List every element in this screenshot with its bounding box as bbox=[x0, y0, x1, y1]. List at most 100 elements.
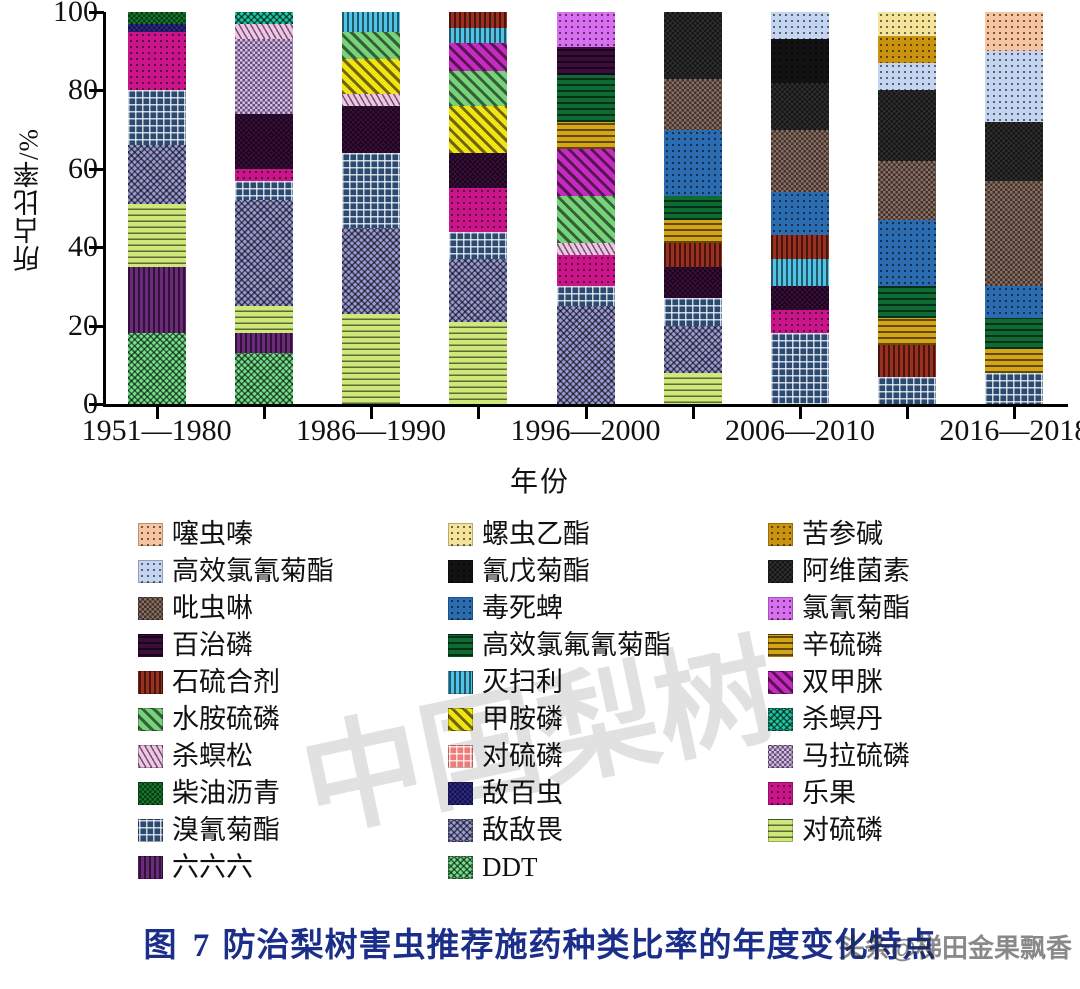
bar-segment-噻虫嗪 bbox=[985, 12, 1044, 52]
legend-column-3: 苦参碱 阿维菌素 氯氰菊酯辛硫磷 双甲脒 杀螟丹马拉硫磷 乐果 对硫磷 bbox=[768, 516, 910, 849]
bar-segment-辛硫磷 bbox=[663, 219, 722, 244]
legend-item[interactable]: 灭扫利 bbox=[448, 664, 671, 701]
legend-label: 水胺硫磷 bbox=[172, 704, 280, 734]
legend-swatch-icon bbox=[448, 745, 473, 768]
legend-label: 高效氯氰菊酯 bbox=[172, 556, 334, 586]
legend-swatch-icon bbox=[768, 671, 793, 694]
legend-item[interactable]: 百治磷 bbox=[138, 627, 334, 664]
bar-segment-乐果 bbox=[234, 168, 293, 181]
legend-label: 毒死蜱 bbox=[482, 593, 563, 623]
bar-1951—1980 bbox=[127, 12, 186, 404]
legend-item[interactable]: 对硫磷 bbox=[448, 738, 671, 775]
legend-item[interactable]: 水胺硫磷 bbox=[138, 701, 334, 738]
bar-segment-水胺硫磷 bbox=[449, 70, 508, 107]
legend-item[interactable]: 噻虫嗪 bbox=[138, 516, 334, 553]
bar-segment-高效氯氟氰菊酯 bbox=[985, 317, 1044, 350]
x-axis-line bbox=[103, 404, 1068, 407]
legend-label: 百治磷 bbox=[172, 630, 253, 660]
bar-segment-溴氰菊酯 bbox=[878, 376, 937, 404]
bar-segment-DDT bbox=[234, 353, 293, 404]
bar-segment-百治磷 bbox=[234, 113, 293, 169]
bar-segment-甲胺磷 bbox=[449, 106, 508, 154]
legend-swatch-icon bbox=[448, 560, 473, 583]
bar-segment-百治磷 bbox=[342, 106, 401, 154]
legend-item[interactable]: 甲胺磷 bbox=[448, 701, 671, 738]
legend-item[interactable]: 对硫磷 bbox=[768, 812, 910, 849]
legend-swatch-icon bbox=[768, 523, 793, 546]
bar-segment-溴氰菊酯 bbox=[127, 90, 186, 146]
legend-item[interactable]: 敌敌畏 bbox=[448, 812, 671, 849]
bar-segment-吡虫啉 bbox=[985, 180, 1044, 287]
legend-swatch-icon bbox=[138, 819, 163, 842]
bar-segment-溴氰菊酯 bbox=[449, 231, 508, 259]
legend-item[interactable]: 高效氯氟氰菊酯 bbox=[448, 627, 671, 664]
legend-item[interactable]: 苦参碱 bbox=[768, 516, 910, 553]
legend-item[interactable]: 溴氰菊酯 bbox=[138, 812, 334, 849]
legend-label: 噻虫嗪 bbox=[172, 519, 253, 549]
bar-segment-螺虫乙酯 bbox=[878, 12, 937, 36]
bar-segment-灭扫利 bbox=[770, 258, 829, 287]
y-tick-mark bbox=[89, 324, 104, 328]
legend-item[interactable]: 六六六 bbox=[138, 849, 334, 886]
x-category-label: 2006—2010 bbox=[724, 414, 875, 447]
bar-segment-乐果 bbox=[770, 309, 829, 334]
legend-column-2: 螺虫乙酯 氰戊菊酯毒死蜱高效氯氟氰菊酯灭扫利 甲胺磷 对硫磷 敌百虫 敌敌畏 DDT bbox=[448, 516, 671, 886]
legend-label: 氯氰菊酯 bbox=[802, 593, 910, 623]
bar-segment-敌敌畏 bbox=[342, 227, 401, 314]
legend-label: 六六六 bbox=[172, 852, 253, 882]
legend-swatch-icon bbox=[448, 856, 473, 879]
legend-item[interactable]: 辛硫磷 bbox=[768, 627, 910, 664]
bar-segment-阿维菌素 bbox=[663, 12, 722, 79]
legend-label: 石硫合剂 bbox=[172, 667, 280, 697]
bar-segment-DDT bbox=[127, 333, 186, 404]
bar-segment-百治磷 bbox=[663, 266, 722, 299]
bar-segment-高效氯氰菊酯 bbox=[770, 12, 829, 40]
bar-segment-溴氰菊酯 bbox=[556, 286, 615, 306]
legend-item[interactable]: 氰戊菊酯 bbox=[448, 553, 671, 590]
legend-item[interactable]: 乐果 bbox=[768, 775, 910, 812]
legend-swatch-icon bbox=[768, 560, 793, 583]
bar-segment-阿维菌素 bbox=[770, 82, 829, 130]
legend-swatch-icon bbox=[768, 634, 793, 657]
bar-segment-敌敌畏 bbox=[556, 306, 615, 404]
legend-item[interactable]: 柴油沥青 bbox=[138, 775, 334, 812]
bar-segment-阿维菌素 bbox=[878, 90, 937, 161]
legend-item[interactable]: 杀螟丹 bbox=[768, 701, 910, 738]
x-tick-mark bbox=[1013, 407, 1017, 419]
bar-segment-吡虫啉 bbox=[770, 129, 829, 193]
legend-item[interactable]: 毒死蜱 bbox=[448, 590, 671, 627]
bar-segment-对硫磷 bbox=[342, 313, 401, 404]
legend-item[interactable]: 螺虫乙酯 bbox=[448, 516, 671, 553]
legend-column-1: 噻虫嗪高效氯氰菊酯吡虫啉 百治磷石硫合剂水胺硫磷杀螟松柴油沥青 溴氰菊酯六六六 bbox=[138, 516, 334, 886]
bar-segment-杀螟丹 bbox=[234, 12, 293, 24]
bar-segment-苦参碱 bbox=[878, 35, 937, 63]
legend-item[interactable]: 高效氯氰菊酯 bbox=[138, 553, 334, 590]
legend-item[interactable]: 马拉硫磷 bbox=[768, 738, 910, 775]
legend-item[interactable]: 阿维菌素 bbox=[768, 553, 910, 590]
legend-label: 杀螟丹 bbox=[802, 704, 883, 734]
legend-swatch-icon bbox=[448, 634, 473, 657]
legend-item[interactable]: 双甲脒 bbox=[768, 664, 910, 701]
figure-number: 图 7 bbox=[143, 928, 214, 964]
legend-label: DDT bbox=[482, 852, 538, 882]
legend-label: 对硫磷 bbox=[802, 815, 883, 845]
bar-segment-高效氯氟氰菊酯 bbox=[556, 74, 615, 122]
bar-2006—2010 bbox=[770, 12, 829, 404]
legend-label: 氰戊菊酯 bbox=[482, 556, 590, 586]
legend-item[interactable]: 杀螟松 bbox=[138, 738, 334, 775]
bar-segment-高效氯氰菊酯 bbox=[878, 62, 937, 91]
bar-segment-六六六 bbox=[127, 266, 186, 334]
legend-swatch-icon bbox=[448, 782, 473, 805]
bar-segment-辛硫磷 bbox=[556, 121, 615, 150]
legend-item[interactable]: 石硫合剂 bbox=[138, 664, 334, 701]
bar-segment-辛硫磷 bbox=[878, 317, 937, 346]
legend-item[interactable]: 氯氰菊酯 bbox=[768, 590, 910, 627]
bar-segment-毒死蜱 bbox=[770, 192, 829, 236]
legend-item[interactable]: 吡虫啉 bbox=[138, 590, 334, 627]
legend-item[interactable]: 敌百虫 bbox=[448, 775, 671, 812]
legend-item[interactable]: DDT bbox=[448, 849, 671, 886]
legend-label: 杀螟松 bbox=[172, 741, 253, 771]
legend-label: 高效氯氟氰菊酯 bbox=[482, 630, 671, 660]
legend-label: 溴氰菊酯 bbox=[172, 815, 280, 845]
